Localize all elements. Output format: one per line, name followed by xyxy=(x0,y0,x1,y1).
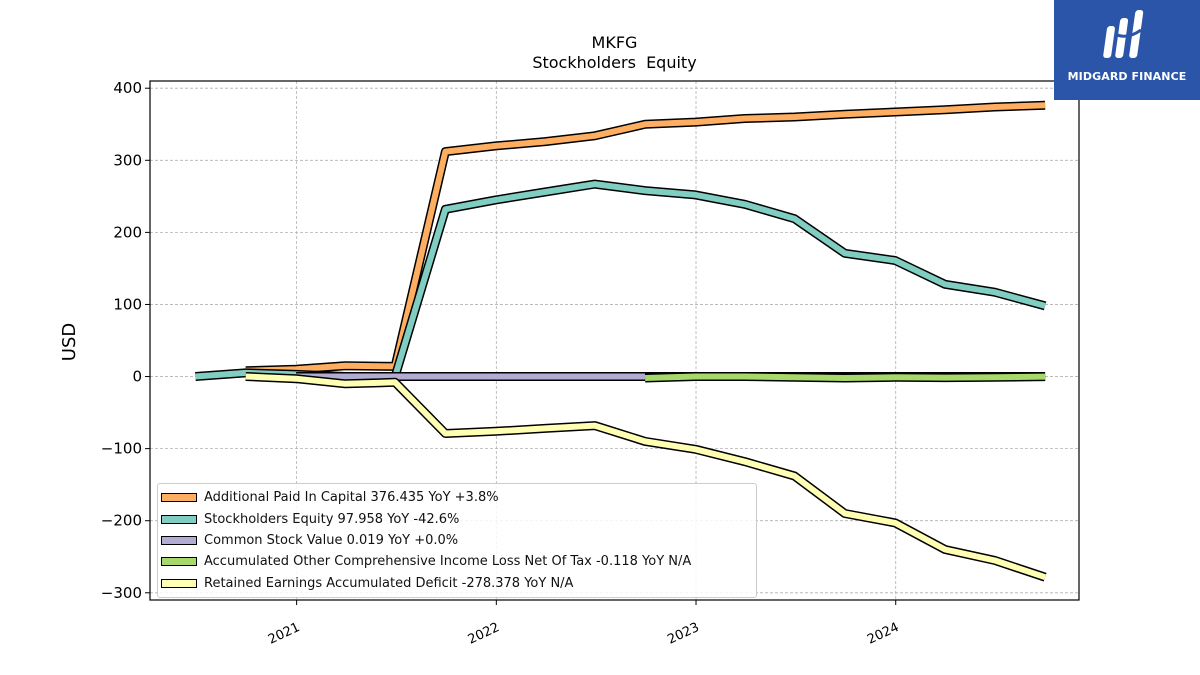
legend-item: Accumulated Other Comprehensive Income L… xyxy=(158,551,756,572)
legend-swatch xyxy=(161,557,197,567)
y-tick-label: −100 xyxy=(101,440,142,458)
y-tick-label: 100 xyxy=(113,295,142,313)
legend-label: Common Stock Value 0.019 YoY +0.0% xyxy=(204,532,459,548)
series-0 xyxy=(245,100,1046,376)
legend-label: Stockholders Equity 97.958 YoY -42.6% xyxy=(204,511,460,527)
x-axis: 2021 2022 2023 2024 xyxy=(266,600,901,648)
y-tick-label: 200 xyxy=(113,223,142,241)
logo-text: MIDGARD FINANCE xyxy=(1067,70,1187,83)
series-1 xyxy=(195,179,1047,381)
x-tick-label: 2024 xyxy=(865,620,901,648)
x-tick-label: 2023 xyxy=(665,620,701,648)
y-tick-label: −300 xyxy=(101,584,142,602)
legend-label: Accumulated Other Comprehensive Income L… xyxy=(204,554,692,570)
series-line-outline xyxy=(245,100,1046,376)
legend-swatch xyxy=(161,514,197,524)
series-line xyxy=(245,102,1046,374)
legend-label: Retained Earnings Accumulated Deficit -2… xyxy=(204,575,574,591)
legend-item: Common Stock Value 0.019 YoY +0.0% xyxy=(158,530,756,551)
y-axis-label: USD xyxy=(59,323,80,361)
legend-swatch xyxy=(161,493,197,503)
legend-label: Additional Paid In Capital 376.435 YoY +… xyxy=(204,490,499,506)
y-tick-label: −200 xyxy=(101,512,142,530)
legend-item: Additional Paid In Capital 376.435 YoY +… xyxy=(158,487,756,508)
chart-subtitle: Stockholders Equity xyxy=(532,53,696,72)
series-line xyxy=(195,181,1046,380)
series-line xyxy=(645,373,1046,381)
x-tick-label: 2021 xyxy=(266,620,302,648)
legend-swatch xyxy=(161,535,197,545)
y-tick-label: 300 xyxy=(113,151,142,169)
logo: MIDGARD FINANCE xyxy=(1054,0,1200,100)
legend-item: Retained Earnings Accumulated Deficit -2… xyxy=(158,573,756,594)
chart-title: MKFG xyxy=(592,33,638,52)
midgard-m-logo-icon xyxy=(1103,10,1144,58)
plot-frame xyxy=(149,80,1080,601)
y-tick-label: 0 xyxy=(132,368,142,386)
series-line-outline xyxy=(195,179,1047,381)
series-layer xyxy=(195,100,1047,582)
legend: Additional Paid In Capital 376.435 YoY +… xyxy=(157,483,757,598)
y-tick-label: 400 xyxy=(113,79,142,97)
x-tick-label: 2022 xyxy=(466,620,502,648)
series-3 xyxy=(644,372,1046,383)
legend-item: Stockholders Equity 97.958 YoY -42.6% xyxy=(158,508,756,529)
series-4 xyxy=(245,372,1047,582)
series-line xyxy=(245,373,1047,581)
y-axis: −300 −200 −100 0 100 200 300 400 xyxy=(101,79,150,602)
legend-swatch xyxy=(161,578,197,588)
